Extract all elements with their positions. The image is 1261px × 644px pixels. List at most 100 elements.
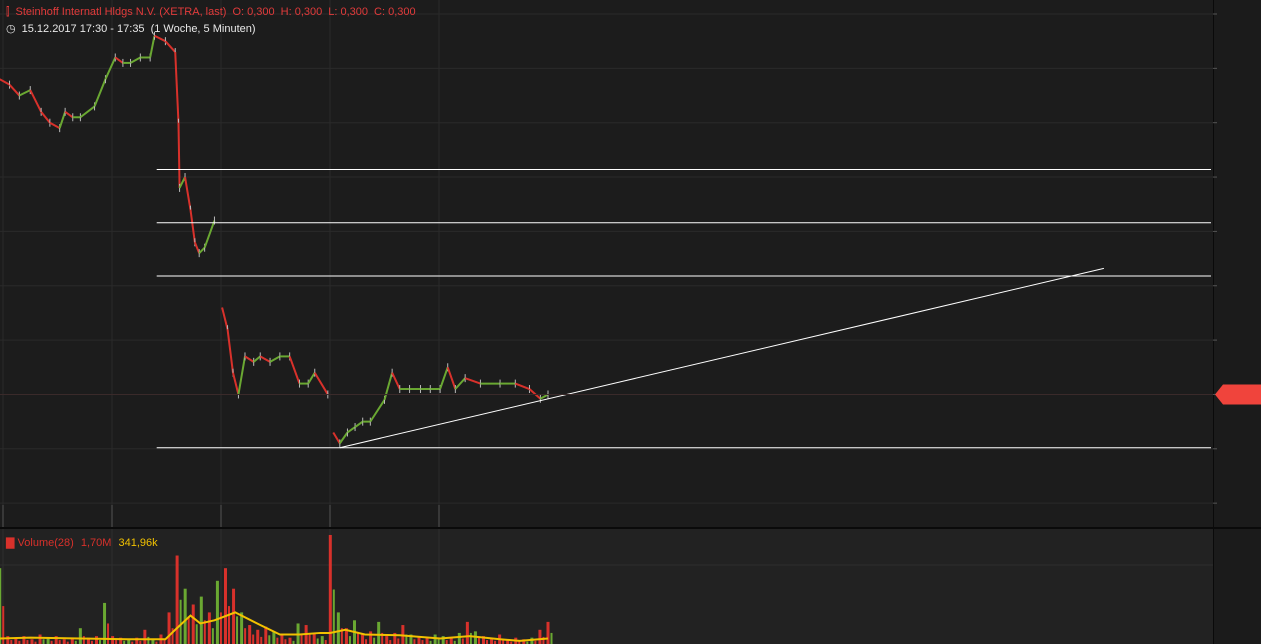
volume-header: ▇ Volume(28) 1,70M 341,96k	[6, 536, 158, 549]
volume-bar	[187, 616, 190, 644]
volume-bar	[336, 612, 340, 644]
volume-bar	[107, 623, 110, 644]
clock-icon: ◷	[6, 23, 16, 35]
volume-bar	[457, 632, 461, 644]
volume-bar	[300, 633, 303, 644]
bar-chart-icon[interactable]: ▇	[6, 537, 15, 549]
volume-bar	[175, 555, 179, 644]
price-segment	[8, 83, 21, 97]
volume-bar	[183, 588, 187, 644]
price-segment	[439, 366, 449, 390]
volume-bar	[10, 640, 13, 644]
volume-bar	[550, 632, 553, 644]
volume-bar	[203, 620, 206, 644]
price-segment	[221, 307, 229, 330]
volume-bar	[131, 641, 134, 644]
price-segment	[49, 121, 61, 130]
volume-bar	[268, 635, 271, 644]
price-segment	[178, 176, 186, 189]
volume-bar	[546, 621, 550, 644]
volume-bar	[377, 621, 381, 644]
time-header: ◷ 15.12.2017 17:30 - 17:35 (1 Woche, 5 Min…	[6, 22, 262, 35]
low-value: L: 0,300	[328, 6, 369, 18]
volume-bar	[312, 632, 316, 644]
price-segment	[226, 329, 234, 373]
volume-bar	[155, 641, 158, 644]
volume-bar	[211, 628, 214, 644]
volume-value: 1,70M	[80, 537, 112, 549]
volume-bar	[417, 636, 421, 644]
volume-bar	[526, 641, 529, 644]
volume-bar	[147, 636, 150, 644]
volume-bar	[397, 638, 400, 644]
open-value: O: 0,300	[232, 6, 275, 18]
volume-label: Volume(28)	[17, 537, 74, 549]
volume-bar	[449, 637, 453, 644]
volume-bar	[510, 641, 513, 644]
price-segment	[18, 89, 31, 97]
volume-bar	[344, 628, 348, 644]
price-segment	[391, 372, 401, 390]
price-segment	[332, 431, 341, 444]
volume-bar	[324, 640, 327, 644]
volume-bar	[191, 604, 195, 644]
volume-bar	[127, 639, 131, 644]
volume-bar	[82, 636, 85, 644]
volume-bar	[445, 640, 448, 644]
price-segment	[288, 356, 301, 384]
price-segment	[369, 399, 386, 423]
volume-bar	[393, 632, 397, 644]
volume-bar	[421, 640, 424, 644]
volume-bar	[232, 588, 236, 644]
price-segment	[313, 372, 329, 395]
volume-bar	[54, 636, 58, 644]
volume-bar	[58, 640, 61, 644]
volume-bar	[465, 621, 469, 644]
volume-bar	[199, 596, 203, 644]
volume-panel	[0, 529, 1213, 644]
volume-bar	[425, 637, 429, 644]
price-segment	[104, 57, 117, 80]
volume-bar	[481, 636, 485, 644]
volume-bar	[494, 640, 497, 644]
price-segment	[40, 111, 51, 124]
volume-bar	[280, 634, 284, 644]
volume-bar	[111, 636, 115, 644]
volume-bar	[288, 637, 292, 644]
volume-bar	[453, 640, 456, 644]
price-segment	[454, 377, 466, 390]
price-segment	[164, 40, 176, 53]
price-segment	[130, 56, 141, 64]
volume-bar	[542, 636, 545, 644]
price-segment	[514, 382, 530, 390]
volume-bar	[381, 632, 384, 644]
price-segment	[29, 89, 43, 113]
volume-bar	[34, 641, 37, 644]
price-segment	[446, 366, 457, 390]
close-value: C: 0,300	[374, 6, 416, 18]
volume-bar	[207, 612, 211, 644]
volume-bar	[369, 631, 373, 644]
volume-bar	[292, 640, 295, 644]
price-segment	[64, 111, 74, 119]
volume-bar	[98, 640, 101, 644]
price-panel	[0, 0, 1213, 527]
price-segment	[383, 372, 394, 401]
volume-bar	[502, 639, 505, 644]
volume-bar	[0, 568, 2, 644]
volume-bar	[260, 636, 263, 644]
price-segment	[237, 356, 246, 395]
price-segment	[184, 176, 192, 210]
price-segment	[79, 105, 96, 119]
price-segment	[149, 35, 156, 58]
volume-bar	[236, 616, 239, 644]
price-segment	[346, 426, 356, 434]
volume-bar	[252, 634, 255, 644]
volume-bar	[461, 638, 464, 644]
candlestick-icon[interactable]: ⫿	[6, 6, 10, 18]
timestamp: 15.12.2017 17:30 - 17:35	[21, 23, 145, 35]
price-segment	[539, 393, 549, 400]
volume-bar	[340, 628, 343, 644]
volume-bar	[115, 640, 118, 644]
